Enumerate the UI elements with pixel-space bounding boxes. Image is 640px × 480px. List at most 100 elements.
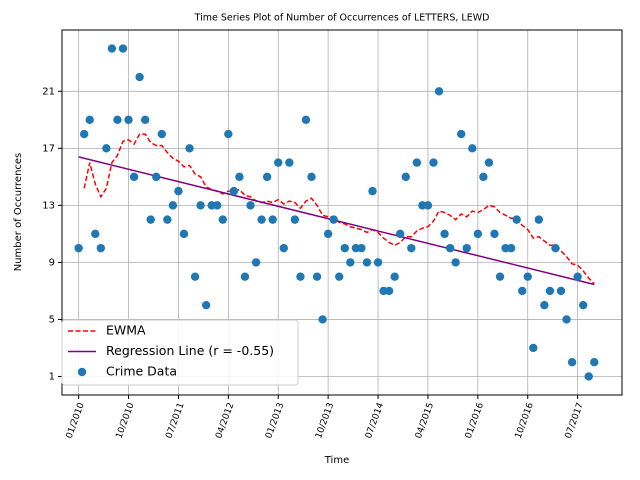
x-tick-label: 07/2017 [564,401,586,440]
point [412,158,422,167]
point [329,215,338,224]
point [556,286,566,296]
point [401,172,410,182]
point [251,258,261,267]
x-tick-label: 01/2010 [65,401,87,440]
point [490,229,499,239]
point [534,215,544,224]
point [129,172,139,182]
chart-title: Time Series Plot of Number of Occurrence… [194,13,490,24]
y-tick-label: 17 [42,143,55,154]
point [113,115,122,125]
x-tick-label: 01/2016 [464,401,486,440]
point [74,243,83,253]
point [91,229,100,239]
point [529,343,538,353]
point [517,286,527,296]
point [346,258,355,267]
point [484,158,494,167]
point [107,44,117,53]
point [384,286,394,296]
point [301,115,311,125]
point [551,243,560,253]
plot-frame [61,29,623,396]
point [240,272,250,281]
legend-marker [77,367,87,377]
point [545,286,555,296]
point [423,201,433,210]
x-tick-label: 10/2010 [115,401,137,440]
point [257,215,266,224]
y-tick-label: 13 [42,200,55,211]
point [562,315,571,324]
point [285,158,294,167]
point [590,358,599,367]
x-tick-label: 10/2016 [514,401,536,440]
point [274,158,283,167]
point [268,215,277,224]
x-tick-label: 07/2014 [364,401,386,440]
x-axis-label: Time [324,455,349,466]
legend: EWMA Regression Line (r = -0.55) Crime Dat… [61,319,299,386]
point [196,201,205,210]
x-tick-label: 01/2013 [264,401,286,440]
point [473,229,483,239]
point [368,186,377,196]
point [540,300,549,310]
point [578,300,588,310]
x-tick-label: 04/2012 [214,401,236,440]
point [506,243,516,253]
x-tick-label: 07/2011 [164,401,186,440]
point [445,243,455,253]
y-tick-label: 5 [49,314,55,325]
point [323,229,333,239]
point [290,215,300,224]
point [362,258,372,267]
point [152,172,161,182]
point [174,186,183,196]
point [318,315,327,324]
line [83,133,595,285]
y-tick-label: 1 [49,371,55,382]
point [118,44,128,53]
point [357,243,366,253]
point [434,87,444,96]
point [201,300,211,310]
point [462,243,471,253]
point [312,272,322,281]
point [396,229,405,239]
point [163,215,172,224]
point [307,172,316,182]
point [429,158,438,167]
legend-label: EWMA [106,323,146,338]
point [495,272,505,281]
point [190,272,200,281]
point [218,215,227,224]
legend-label: Regression Line (r = -0.55) [106,343,274,358]
point [79,129,89,139]
point [407,243,416,253]
point [567,358,577,367]
x-tick-label: 04/2015 [414,401,436,440]
point [457,129,466,139]
point [96,243,106,253]
point [440,229,449,239]
point [179,229,189,239]
point [124,115,133,125]
point [224,129,233,139]
point [584,372,593,381]
point [229,186,239,196]
y-axis-label: Number of Occurrences [13,153,24,272]
legend-box [61,319,299,386]
point [102,144,111,153]
point [279,243,288,253]
point [523,272,532,281]
point [140,115,150,125]
point [246,201,255,210]
point [168,201,178,210]
point [479,172,488,182]
point [512,215,521,224]
point [468,144,477,153]
point [213,201,222,210]
